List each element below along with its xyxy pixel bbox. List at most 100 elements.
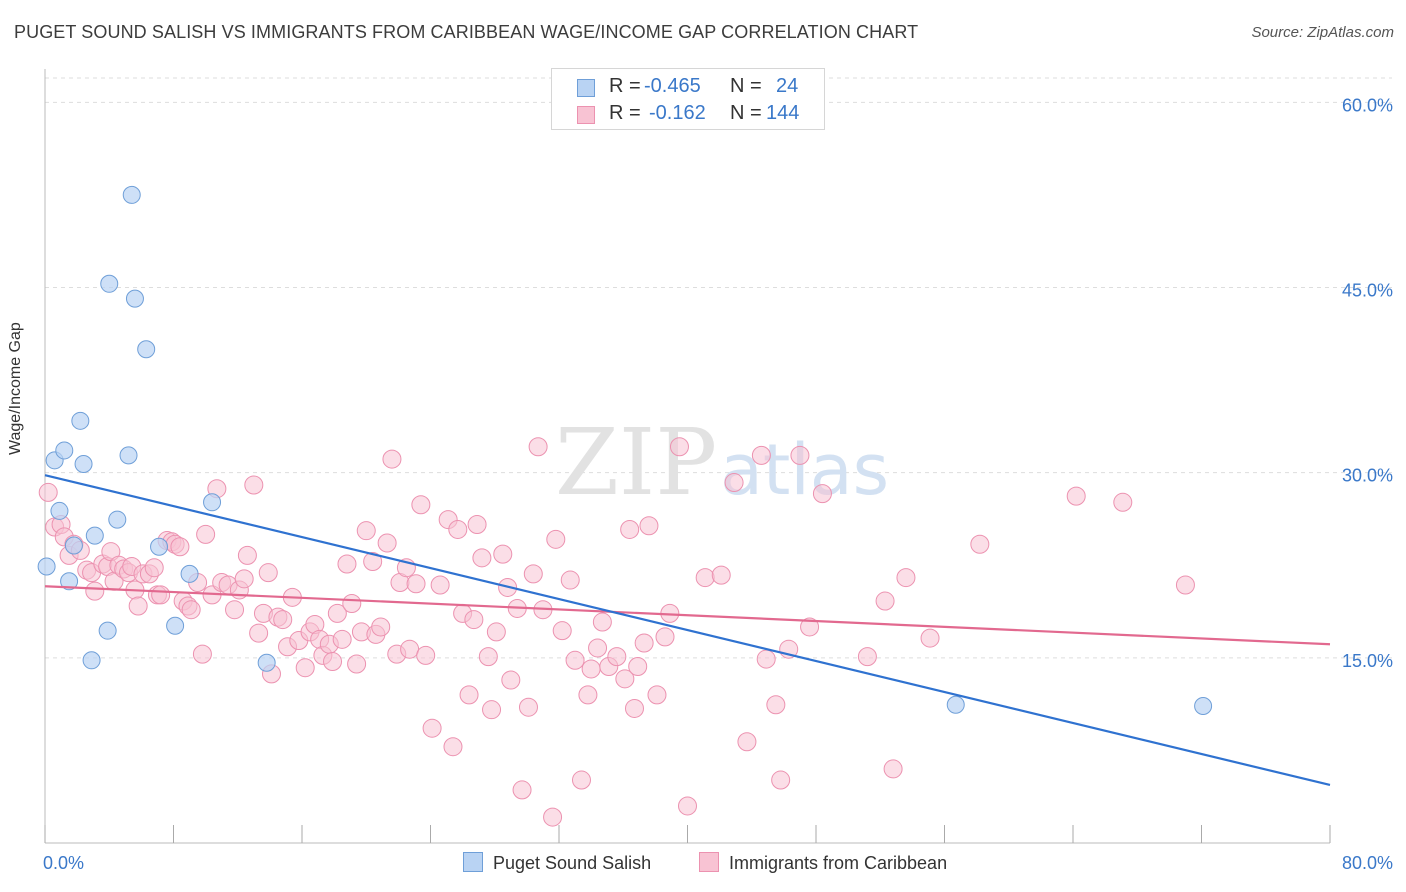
n-label: N =: [730, 75, 762, 97]
point-caribbean: [756, 649, 776, 669]
point-caribbean: [38, 482, 58, 502]
point-caribbean: [249, 623, 269, 643]
point-salish: [180, 564, 199, 583]
point-caribbean: [382, 449, 402, 469]
point-caribbean: [482, 700, 502, 720]
point-caribbean: [430, 575, 450, 595]
point-caribbean: [655, 627, 675, 647]
point-caribbean: [1113, 492, 1133, 512]
n-value: 24: [776, 75, 799, 97]
series-immigrants-from-caribbean: [38, 437, 1195, 827]
point-caribbean: [634, 633, 654, 653]
stats-swatch-blue: [577, 79, 595, 97]
point-caribbean: [571, 770, 591, 790]
point-caribbean: [258, 563, 278, 583]
point-caribbean: [464, 610, 484, 630]
legend-item-puget-sound-salish[interactable]: Puget Sound Salish: [463, 852, 651, 874]
y-axis-label: Wage/Income Gap: [7, 322, 24, 455]
point-caribbean: [812, 484, 832, 504]
stats-box: R = -0.465 N = 24 R = -0.162 N = 144: [551, 68, 825, 130]
point-caribbean: [478, 647, 498, 667]
point-caribbean: [857, 647, 877, 667]
point-salish: [37, 557, 56, 576]
point-caribbean: [234, 569, 254, 589]
point-caribbean: [875, 591, 895, 611]
watermark-atlas: atlas: [720, 429, 889, 511]
point-salish: [166, 616, 185, 635]
x-tick-label: 0.0%: [43, 853, 84, 873]
point-caribbean: [518, 697, 538, 717]
tick-labels: 15.0% 30.0% 45.0% 60.0% 0.0% 80.0%: [43, 95, 1393, 873]
r-label: R =: [609, 75, 641, 97]
point-caribbean: [472, 548, 492, 568]
point-caribbean: [151, 585, 171, 605]
point-salish: [125, 289, 144, 308]
point-caribbean: [578, 685, 598, 705]
point-caribbean: [295, 658, 315, 678]
point-caribbean: [512, 780, 532, 800]
point-caribbean: [467, 515, 487, 535]
point-caribbean: [581, 659, 601, 679]
point-caribbean: [225, 600, 245, 620]
point-caribbean: [1175, 575, 1195, 595]
point-caribbean: [237, 545, 257, 565]
point-caribbean: [128, 596, 148, 616]
point-salish: [203, 493, 222, 512]
chart-title: PUGET SOUND SALISH VS IMMIGRANTS FROM CA…: [14, 22, 919, 42]
r-value: -0.162: [649, 102, 706, 124]
point-salish: [108, 510, 127, 529]
point-caribbean: [144, 558, 164, 578]
trend-line-salish: [44, 474, 1331, 787]
point-caribbean: [896, 568, 916, 588]
point-caribbean: [970, 534, 990, 554]
point-caribbean: [552, 621, 572, 641]
point-salish: [100, 274, 119, 293]
point-caribbean: [639, 516, 659, 536]
point-salish: [71, 411, 90, 430]
point-caribbean: [273, 610, 293, 630]
point-caribbean: [678, 796, 697, 816]
point-caribbean: [323, 652, 343, 672]
point-salish: [74, 455, 93, 474]
point-caribbean: [448, 519, 468, 539]
legend-label: Puget Sound Salish: [493, 853, 652, 873]
point-salish: [946, 695, 965, 714]
point-caribbean: [624, 698, 644, 718]
trend-lines: [44, 474, 1331, 787]
watermark-zip: ZIP: [555, 409, 717, 516]
r-label: R =: [609, 102, 641, 124]
point-salish: [150, 537, 169, 556]
legend-item-immigrants-from-caribbean[interactable]: Immigrants from Caribbean: [699, 852, 947, 874]
point-caribbean: [406, 574, 426, 594]
stats-row-caribbean: R = -0.162 N = 144: [552, 102, 824, 126]
point-caribbean: [486, 622, 506, 642]
point-caribbean: [327, 603, 347, 623]
point-caribbean: [607, 647, 627, 667]
point-caribbean: [422, 718, 442, 738]
point-caribbean: [377, 533, 397, 553]
point-salish: [50, 501, 69, 520]
legend-swatch-pink: [699, 852, 719, 872]
point-caribbean: [724, 473, 744, 493]
legend: Puget Sound Salish Immigrants from Carib…: [0, 850, 1406, 880]
point-caribbean: [528, 437, 548, 457]
point-caribbean: [546, 529, 566, 549]
y-tick-label: 45.0%: [1342, 280, 1393, 300]
point-caribbean: [443, 737, 463, 757]
point-salish: [122, 185, 141, 204]
axes: [44, 69, 1331, 844]
point-caribbean: [400, 639, 420, 659]
source-credit: Source: ZipAtlas.com: [1251, 24, 1394, 41]
point-caribbean: [363, 552, 383, 572]
point-caribbean: [244, 475, 264, 495]
n-value: 144: [766, 102, 800, 124]
point-caribbean: [543, 807, 563, 827]
point-salish: [98, 621, 117, 640]
point-caribbean: [371, 617, 391, 637]
point-caribbean: [628, 656, 648, 676]
point-caribbean: [565, 650, 585, 670]
point-caribbean: [170, 537, 190, 557]
r-value: -0.465: [644, 75, 701, 97]
series-puget-sound-salish: [37, 185, 1213, 715]
point-caribbean: [560, 570, 580, 590]
